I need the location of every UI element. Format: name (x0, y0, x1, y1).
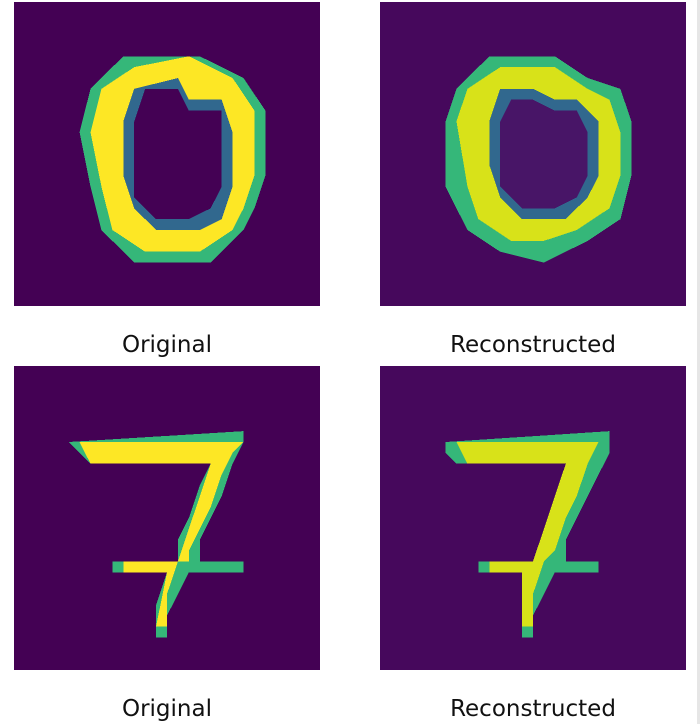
reconstructed-digit-7-image (380, 366, 686, 670)
right-border (697, 0, 700, 724)
caption-reconstructed: Reconstructed (450, 696, 616, 722)
caption-original: Original (121, 696, 212, 722)
original-digit-0-image (14, 2, 320, 306)
original-digit-7-image (14, 366, 320, 670)
caption-original: Original (121, 332, 212, 358)
caption-reconstructed: Reconstructed (450, 332, 616, 358)
reconstructed-digit-0-image (380, 2, 686, 306)
